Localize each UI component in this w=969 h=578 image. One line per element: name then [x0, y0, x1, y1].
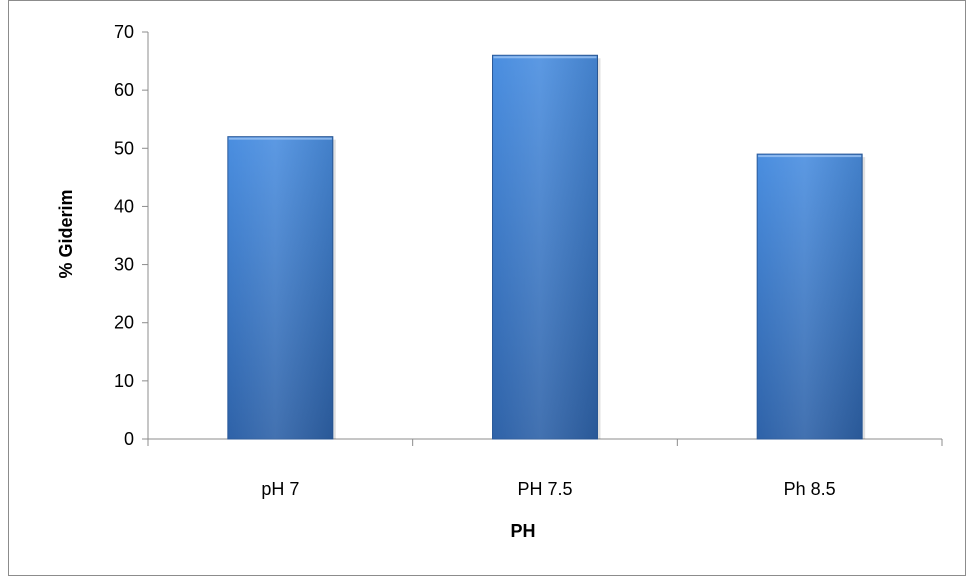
bar-top-highlight [758, 155, 862, 158]
bar [227, 136, 336, 440]
bar-sheen [492, 55, 598, 439]
bars: pH 7 PH 7.5 Ph 8.5 [227, 54, 866, 499]
x-tick-label: pH 7 [261, 479, 299, 499]
bar [756, 153, 866, 440]
y-axis-title: % Giderim [56, 189, 76, 278]
y-tick-label: 20 [114, 313, 134, 333]
y-tick-label: 50 [114, 138, 134, 158]
x-axis-title: PH [510, 521, 535, 541]
bar [492, 54, 601, 440]
y-tick-label: 60 [114, 80, 134, 100]
y-tick-label: 40 [114, 196, 134, 216]
x-tick-label: PH 7.5 [517, 479, 572, 499]
x-axis [147, 438, 943, 446]
y-tick-label: 30 [114, 255, 134, 275]
y-tick-label: 70 [114, 22, 134, 42]
bar-sheen [757, 154, 863, 439]
x-tick-label: Ph 8.5 [784, 479, 836, 499]
y-tick-label: 0 [124, 429, 134, 449]
bar-top-highlight [228, 137, 332, 140]
bar-sheen [227, 136, 333, 439]
y-tick-label: 10 [114, 371, 134, 391]
bar-top-highlight [493, 56, 597, 59]
y-axis: 0 10 20 30 40 50 60 70 [114, 22, 149, 449]
